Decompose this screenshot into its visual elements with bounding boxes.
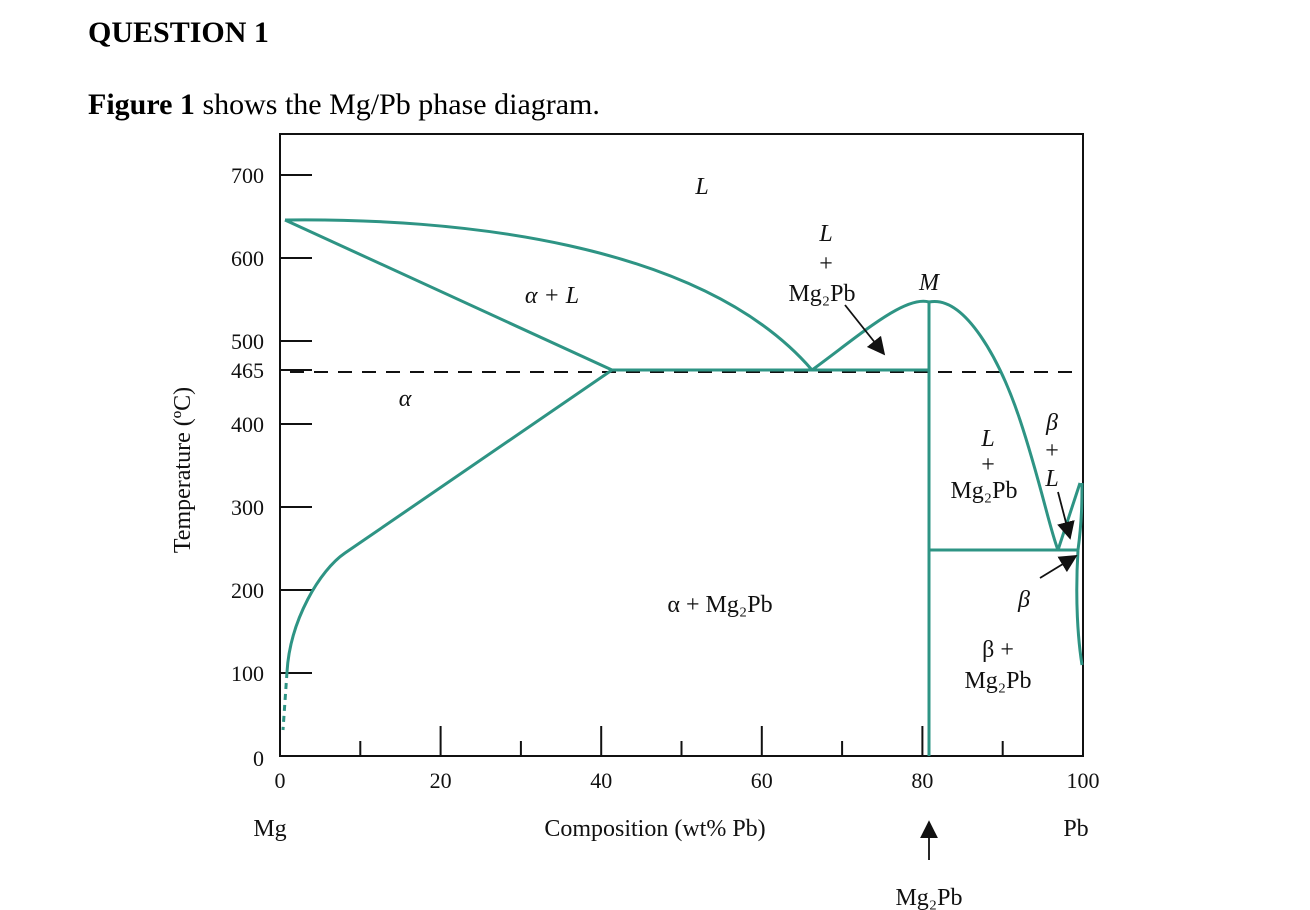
arrow-beta-liquid xyxy=(1057,491,1075,540)
region-liquid: L xyxy=(694,174,708,200)
y-tick-label: 700 xyxy=(231,163,264,188)
y-tick-label: 500 xyxy=(231,329,264,354)
x-tick-label: 60 xyxy=(751,768,773,793)
region-bc-line2: Mg₂Pb xyxy=(964,668,1031,694)
region-alpha-liquid: α + L xyxy=(525,283,579,309)
x-tick-label: 0 xyxy=(275,768,286,793)
alpha-solvus xyxy=(285,368,613,673)
figure-ref: Figure 1 xyxy=(88,88,195,121)
beta-liquidus xyxy=(1056,482,1082,551)
region-alpha-compound: α + Mg₂Pb xyxy=(667,592,772,618)
region-lc-left-plus: + xyxy=(819,251,833,277)
y-axis-title: Temperature (ºC) xyxy=(170,387,196,553)
x-axis-minor-ticks xyxy=(359,741,1004,756)
annotation-arrows xyxy=(844,304,1078,860)
x-tick-label: 80 xyxy=(911,768,933,793)
liquidus-left xyxy=(284,218,814,371)
phase-boundaries xyxy=(281,218,1084,756)
plot-frame xyxy=(279,133,1084,757)
region-beta: β xyxy=(1017,587,1030,613)
y-tick-label: 200 xyxy=(231,578,264,603)
left-element-label: Mg xyxy=(253,816,286,842)
right-element-label: Pb xyxy=(1063,816,1088,842)
y-tick-label: 600 xyxy=(231,246,264,271)
x-tick-label: 20 xyxy=(430,768,452,793)
region-bl-beta: β xyxy=(1045,410,1058,436)
region-bl-l: L xyxy=(1044,466,1058,492)
question-title: QUESTION 1 xyxy=(88,16,269,49)
y-axis-ticks: 0 100 200 300 400 465 500 600 700 xyxy=(231,163,312,771)
y-tick-label: 100 xyxy=(231,661,264,686)
compound-label: Mg₂Pb xyxy=(895,885,962,910)
alpha-solvus-dashed xyxy=(281,671,289,731)
y-tick-label: 400 xyxy=(231,412,264,437)
liquidus-right xyxy=(928,300,1060,551)
y-tick-label: 300 xyxy=(231,495,264,520)
intro-sentence: Figure 1 shows the Mg/Pb phase diagram. xyxy=(88,88,600,122)
solidus-left xyxy=(284,218,613,372)
y-tick-label: 0 xyxy=(253,746,264,771)
region-lc-right-plus: + xyxy=(981,452,995,478)
region-bl-plus: + xyxy=(1045,438,1059,464)
arrow-liquid-compound xyxy=(844,304,886,356)
x-tick-label: 40 xyxy=(590,768,612,793)
beta-solidus xyxy=(1076,482,1084,551)
region-bc-line1: β + xyxy=(982,637,1014,663)
compound-marker-letter: M xyxy=(918,270,941,296)
region-alpha: α xyxy=(399,386,412,412)
intro-text: shows the Mg/Pb phase diagram. xyxy=(194,88,600,121)
region-lc-left-l: L xyxy=(818,221,832,247)
x-axis-ticks: 0 20 40 60 80 100 xyxy=(275,726,1100,793)
beta-solvus xyxy=(1075,549,1084,666)
liquidus-to-compound xyxy=(811,299,930,372)
x-tick-label: 100 xyxy=(1067,768,1100,793)
arrow-beta xyxy=(1039,555,1078,579)
y-tick-label: 465 xyxy=(231,358,264,383)
region-lc-right-compound: Mg₂Pb xyxy=(950,478,1017,504)
x-axis-title: Composition (wt% Pb) xyxy=(544,816,765,842)
region-lc-right-l: L xyxy=(980,426,994,452)
region-lc-left-compound: Mg₂Pb xyxy=(788,281,855,307)
